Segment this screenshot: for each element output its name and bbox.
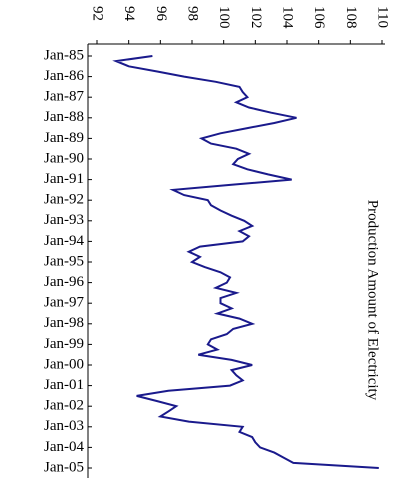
- x-tick-label: Jan-96: [44, 274, 84, 290]
- x-tick-label: Jan-93: [44, 212, 84, 228]
- x-tick-label: Jan-03: [44, 418, 84, 434]
- x-tick-label: Jan-99: [44, 336, 84, 352]
- y-tick-label: 104: [280, 6, 296, 29]
- x-tick-label: Jan-92: [44, 192, 84, 208]
- x-tick-label: Jan-95: [44, 253, 84, 269]
- chart-title: Production Amount of Electricity: [365, 200, 381, 401]
- y-tick-label: 100: [216, 6, 232, 29]
- x-tick-label: Jan-02: [44, 398, 84, 414]
- line-series: [112, 55, 379, 469]
- x-tick-label: Jan-85: [44, 47, 84, 63]
- x-tick-label: Jan-86: [44, 68, 84, 84]
- x-tick-label: Jan-87: [44, 89, 84, 105]
- y-tick-label: 102: [248, 6, 264, 28]
- y-tick-label: 92: [90, 6, 106, 21]
- x-tick-label: Jan-88: [44, 109, 84, 125]
- x-tick-label: Jan-05: [44, 459, 84, 475]
- x-tick-label: Jan-94: [44, 233, 84, 249]
- x-tick-label: Jan-91: [44, 171, 84, 187]
- x-tick-label: Jan-00: [44, 356, 84, 372]
- y-tick-label: 94: [121, 6, 137, 22]
- x-tick-label: Jan-89: [44, 130, 84, 146]
- x-tick-label: Jan-90: [44, 150, 84, 166]
- x-tick-label: Jan-01: [44, 377, 84, 393]
- x-tick-label: Jan-04: [44, 439, 84, 455]
- y-tick-label: 98: [185, 6, 201, 21]
- y-tick-label: 96: [153, 6, 169, 22]
- y-tick-label: 108: [343, 6, 359, 29]
- y-tick-label: 110: [375, 6, 391, 28]
- x-tick-label: Jan-98: [44, 315, 84, 331]
- x-tick-label: Jan-97: [44, 295, 84, 311]
- y-tick-label: 106: [311, 6, 327, 29]
